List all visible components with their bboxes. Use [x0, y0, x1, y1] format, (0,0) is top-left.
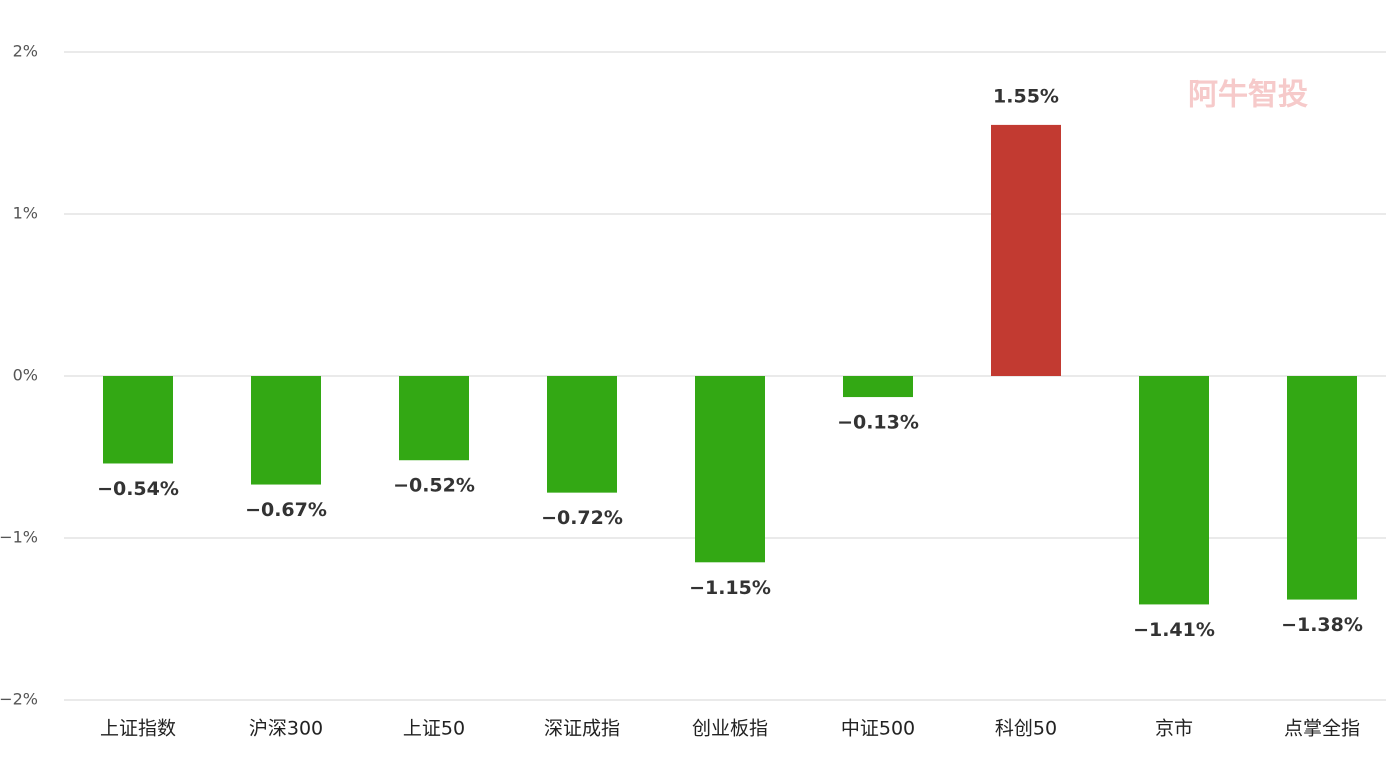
x-tick-label: 沪深300 [249, 718, 323, 740]
x-tick-label: 中证500 [841, 718, 915, 740]
value-label: −1.41% [1133, 619, 1215, 641]
value-label: −1.15% [689, 577, 771, 599]
y-tick-label: −2% [0, 690, 38, 709]
value-label: −1.38% [1281, 614, 1363, 636]
bar [991, 124, 1061, 377]
value-label: −0.54% [97, 478, 179, 500]
y-tick-label: 1% [13, 204, 38, 223]
bar [103, 376, 173, 464]
watermark: 阿牛智投 [1188, 78, 1308, 113]
y-tick-label: 0% [13, 366, 38, 385]
value-label: −0.67% [245, 499, 327, 521]
value-label: −0.72% [541, 507, 623, 529]
x-tick-label: 上证50 [403, 718, 465, 740]
x-tick-label: 京市 [1155, 718, 1193, 740]
bar [695, 376, 765, 563]
x-tick-label: 点掌全指 [1284, 718, 1360, 740]
bar [1139, 376, 1209, 605]
x-tick-label: 上证指数 [100, 718, 176, 740]
x-tick-label: 深证成指 [544, 718, 620, 740]
value-label: −0.13% [837, 412, 919, 434]
y-tick-label: −1% [0, 528, 38, 547]
bar [399, 376, 469, 461]
value-label: −0.52% [393, 475, 475, 497]
y-tick-label: 2% [13, 42, 38, 61]
bar [251, 376, 321, 485]
value-label: 1.55% [993, 85, 1059, 107]
bar [843, 376, 913, 398]
bar [547, 376, 617, 493]
bar [1287, 376, 1357, 600]
x-tick-label: 科创50 [995, 718, 1057, 740]
x-tick-label: 创业板指 [692, 718, 768, 740]
